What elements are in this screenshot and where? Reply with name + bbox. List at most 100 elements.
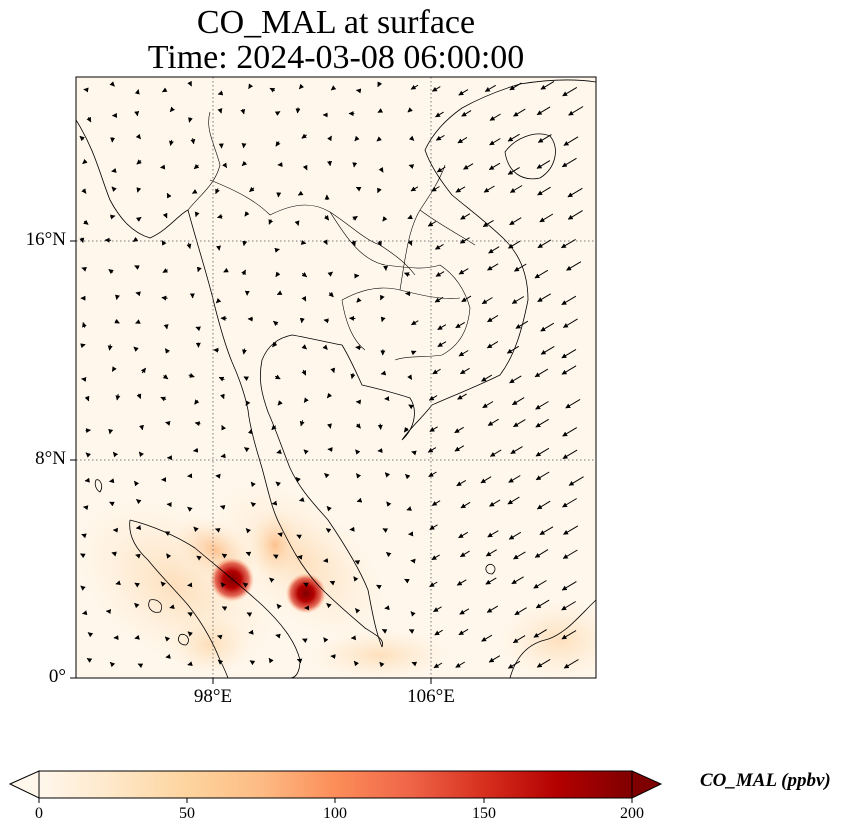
wind-arrow [302,164,308,171]
wind-arrow [506,345,520,354]
wind-arrow [301,369,307,376]
wind-arrow [487,418,499,426]
wind-arrow [379,661,385,668]
wind-arrow [136,499,142,505]
wind-arrow [323,637,329,643]
wind-arrow [561,601,576,611]
wind-arrow [488,655,501,663]
wind-arrow [241,269,246,276]
wind-arrow [482,401,494,409]
wind-arrow [271,500,278,506]
wind-arrow [429,524,438,530]
wind-arrow [276,290,283,296]
wind-arrow [249,186,255,193]
wind-arrow [326,506,332,512]
wind-arrow [481,374,493,382]
wind-arrow [135,291,141,297]
wind-arrow [80,585,86,591]
colorbar-tick-label: 200 [620,805,644,822]
wind-arrow [382,216,388,222]
wind-arrow [216,245,222,251]
wind-arrow [539,526,554,536]
wind-arrow [160,164,166,170]
wind-arrow [245,400,251,406]
wind-arrow [384,472,391,478]
wind-arrow [109,81,115,87]
wind-arrow [568,106,584,116]
wind-arrow [187,582,193,588]
wind-arrow [82,322,87,328]
wind-arrow [250,481,256,488]
wind-arrow [165,420,171,426]
wind-arrow [187,80,192,87]
wind-arrow [220,453,226,459]
wind-arrow [535,401,549,410]
wind-arrow [109,661,116,668]
wind-arrow [428,395,438,401]
wind-arrow [509,185,523,193]
wind-arrow [508,531,522,540]
wind-arrow [455,186,466,193]
wind-arrow [458,268,469,275]
wind-arrow [326,392,333,399]
wind-arrow [328,291,334,298]
wind-arrow [301,344,307,350]
wind-arrow [562,318,578,328]
wind-arrow [169,139,174,146]
coastline-vietnam [424,79,596,406]
wind-arrow [327,160,333,167]
wind-arrow [85,428,91,434]
wind-arrow [457,393,467,400]
wind-arrow [350,372,356,380]
wind-arrow [276,603,282,610]
wind-arrow [108,268,114,275]
wind-arrow [509,375,522,384]
coastline-borneo [509,599,596,678]
wind-arrow [429,581,438,588]
wind-arrow [535,418,549,428]
wind-arrow [483,185,495,193]
wind-arrow [515,320,529,329]
colorbar-label: CO_MAL (ppbv) [700,770,831,791]
wind-arrow [509,217,522,226]
wind-arrow [111,167,117,173]
wind-arrow [487,263,499,271]
wind-arrow [458,531,469,539]
wind-arrow [510,446,523,455]
wind-arrow [381,628,388,634]
map-subtitle-time: Time: 2024-03-08 06:00:00 [147,39,525,76]
wind-arrow [514,607,527,616]
wind-arrow [137,663,144,669]
wind-arrow [507,166,520,175]
wind-arrow [352,162,358,168]
wind-arrow [162,374,169,380]
wind-arrow [355,449,361,455]
wind-arrow [273,554,279,560]
wind-arrow [407,240,413,246]
wind-arrow [458,628,469,636]
wind-arrow [217,213,223,219]
wind-arrow [563,659,579,669]
wind-arrow [111,366,117,372]
wind-arrow [513,263,527,272]
wind-arrow [536,658,551,668]
wind-arrow [561,348,577,359]
wind-arrow [353,660,359,667]
wind-arrow [431,500,441,506]
wind-arrow [410,186,419,192]
wind-arrow [194,211,200,218]
wind-arrow [241,160,248,167]
wind-arrow [243,447,250,453]
coastline-sumatra [129,519,301,678]
wind-arrow [271,424,277,431]
wind-arrow [111,186,117,192]
wind-arrow [353,576,359,582]
colorbar-tick-label: 0 [35,805,43,822]
wind-arrow [434,243,444,250]
wind-arrow [275,633,281,639]
wind-arrow [562,449,578,460]
concentration-field [76,483,596,678]
wind-arrow [87,632,94,638]
wind-arrow [561,581,577,591]
wind-arrow [404,272,410,277]
